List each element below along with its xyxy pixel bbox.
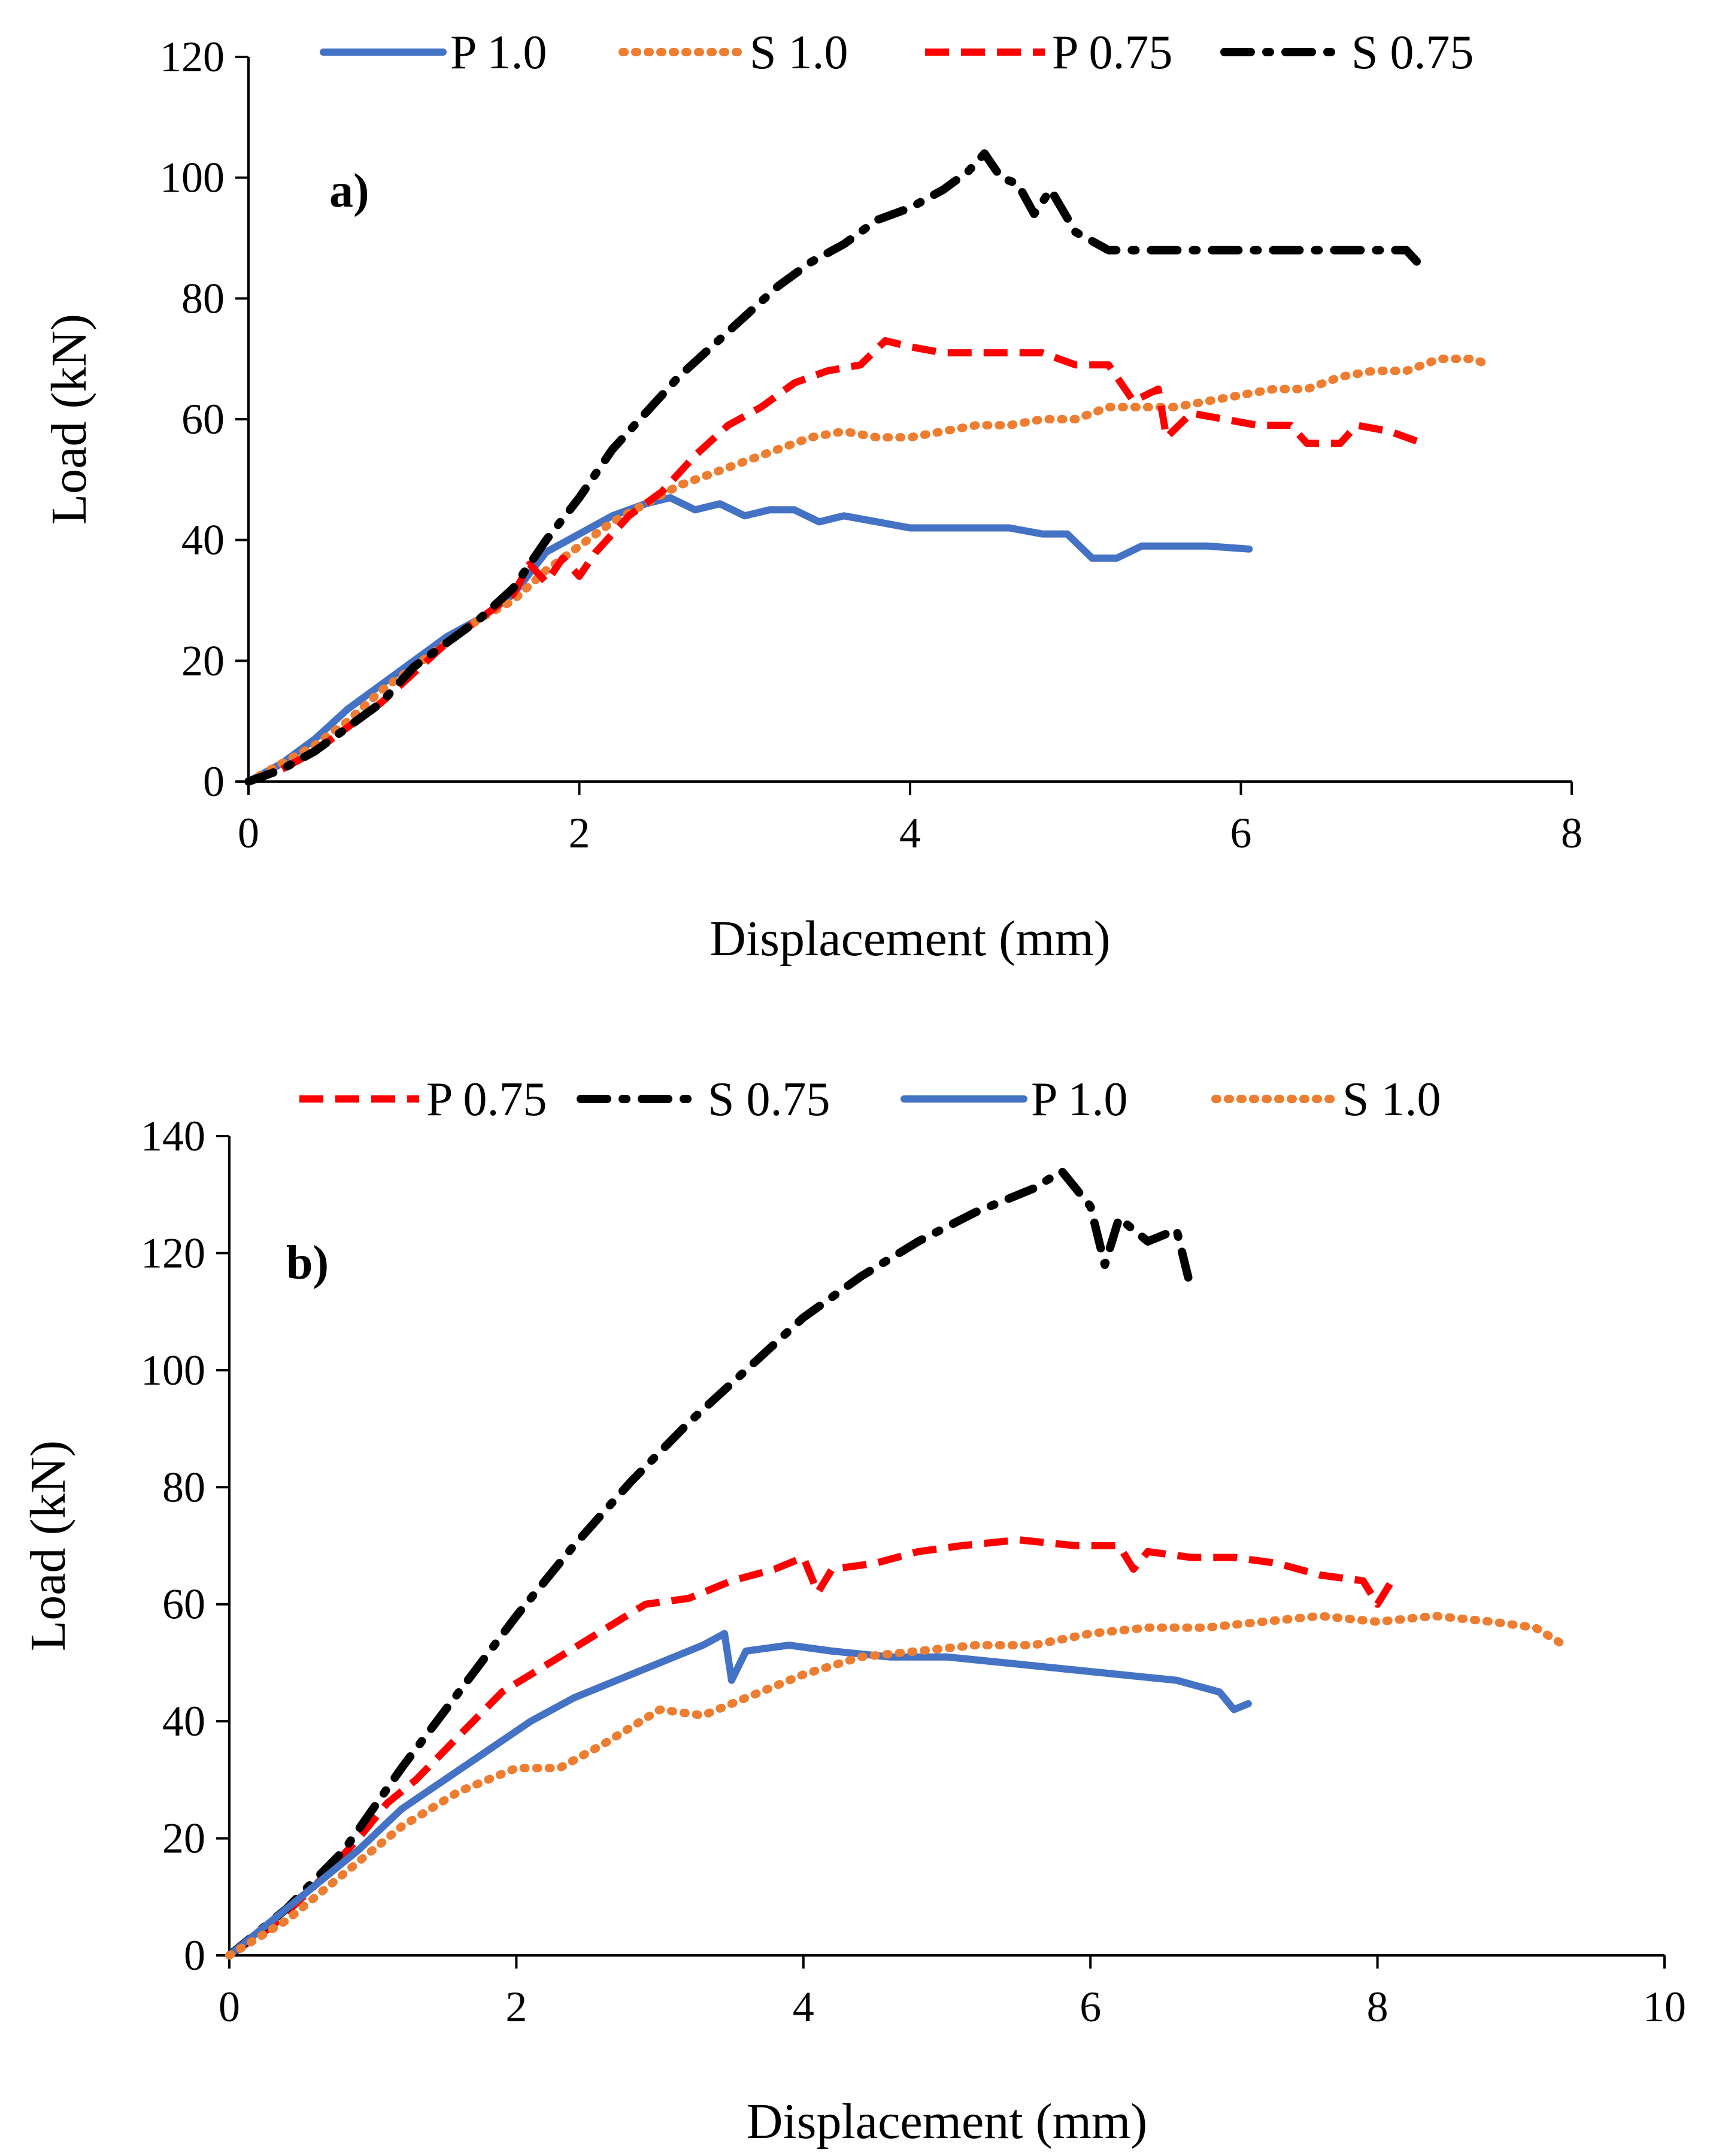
chart-a-y-tick-label: 60 [181,395,225,443]
chart-b-legend-label-s-0-75: S 0.75 [708,1073,830,1126]
chart-a-y-tick-label: 120 [160,33,225,81]
chart-a-y-tick-label: 20 [181,637,225,685]
chart-b-y-tick-label: 120 [141,1229,205,1277]
chart-a-series-p-1-0 [245,494,1253,785]
chart-b-y-tick-label: 140 [141,1112,205,1160]
chart-a-x-tick-label: 2 [569,809,590,857]
chart-a-x-tick-label: 6 [1230,809,1252,857]
chart-b-y-axis-title: Load (kN) [20,1440,76,1651]
chart-panel-a: 0 20 40 60 80 100 120 0 2 4 6 8 Displacement (mm) Loa… [41,26,1582,967]
chart-a-legend-label-p-0-75: P 0.75 [1052,26,1173,79]
chart-a-x-axis-title: Displacement (mm) [710,911,1110,967]
chart-a-series-s-1-0 [244,355,1493,786]
chart-a-legend-label-s-0-75: S 0.75 [1351,26,1474,79]
chart-b-y-tick-label: 0 [184,1931,205,1979]
chart-b-y-tick-label: 60 [162,1580,205,1628]
chart-b-y-tick-label: 80 [162,1463,205,1511]
chart-a-x-tick-label: 8 [1561,809,1582,857]
chart-b-legend-label-s-1-0: S 1.0 [1342,1073,1441,1126]
chart-a-panel-label: a) [329,165,369,217]
chart-a-series-p-0-75 [247,337,1424,785]
chart-b-y-tick-label: 40 [162,1697,205,1745]
chart-a-y-tick-label: 80 [181,274,225,322]
chart-a-y-axis-title: Load (kN) [41,314,97,525]
chart-b-x-tick-label: 0 [219,1983,240,2031]
chart-a-x-tick-label: 0 [238,809,259,857]
chart-b-legend-label-p-0-75: P 0.75 [426,1073,547,1126]
chart-b-x-tick-label: 2 [505,1983,527,2031]
chart-a-y-tick-label: 40 [181,516,225,564]
chart-a-y-tick-label: 0 [203,758,225,806]
chart-b-panel-label: b) [286,1237,329,1289]
chart-a-legend-label-p-1-0: P 1.0 [450,26,547,79]
chart-b-series-p-0-75 [227,1536,1395,1958]
chart-b-series-s-0-75 [225,1167,1195,1960]
chart-b-series-p-1-0 [226,1630,1252,1959]
chart-b-y-tick-label: 100 [141,1346,205,1394]
chart-b-series-s-1-0 [225,1612,1569,1960]
chart-a-y-tick-label: 100 [160,154,225,202]
chart-b-x-tick-label: 4 [793,1983,814,2031]
chart-panel-b: 0 20 40 60 80 100 120 140 0 2 4 6 8 10 Displacement (m… [20,1073,1686,2149]
chart-a-x-tick-label: 4 [899,809,921,857]
chart-b-y-tick-label: 20 [162,1815,205,1863]
chart-b-legend-label-p-1-0: P 1.0 [1031,1073,1128,1126]
chart-b-x-tick-label: 8 [1367,1983,1388,2031]
chart-b-x-tick-label: 6 [1080,1983,1101,2031]
chart-b-x-tick-label: 10 [1643,1983,1686,2031]
chart-a-legend-label-s-1-0: S 1.0 [750,26,848,79]
chart-a-series-s-0-75 [244,149,1427,786]
chart-b-x-axis-title: Displacement (mm) [747,2094,1147,2149]
